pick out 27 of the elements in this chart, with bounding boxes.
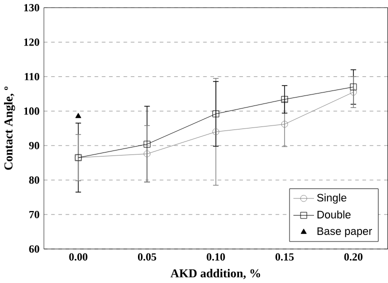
- x-axis-title: AKD addition, %: [170, 268, 260, 280]
- y-tick-label: 70: [29, 210, 40, 218]
- legend-label: Double: [318, 210, 351, 218]
- point: [281, 96, 288, 103]
- x-tick-label: 0.00: [69, 253, 88, 261]
- y-tick-label: 100: [24, 107, 40, 115]
- point: [144, 150, 150, 158]
- point: [350, 88, 357, 96]
- point: [350, 84, 357, 90]
- point: [144, 140, 150, 148]
- x-tick-label: 0.05: [138, 253, 156, 261]
- y-tick-label: 60: [29, 245, 40, 253]
- point: [75, 112, 82, 118]
- legend-label: Single: [317, 193, 346, 204]
- x-tick-label: 0.10: [206, 253, 225, 261]
- x-tick-label: 0.15: [276, 253, 294, 261]
- legend-label: Base paper: [318, 227, 372, 238]
- y-tick-label: 90: [29, 142, 40, 150]
- y-tick-label: 80: [29, 176, 40, 184]
- point: [212, 110, 220, 118]
- y-axis-title: Contact Angle, º: [4, 86, 16, 170]
- y-tick-label: 130: [24, 4, 40, 12]
- y-tick-label: 110: [24, 72, 40, 80]
- y-tick-label: 120: [24, 38, 40, 46]
- point: [212, 128, 220, 136]
- x-tick-label: 0.20: [344, 253, 362, 261]
- point: [281, 120, 288, 128]
